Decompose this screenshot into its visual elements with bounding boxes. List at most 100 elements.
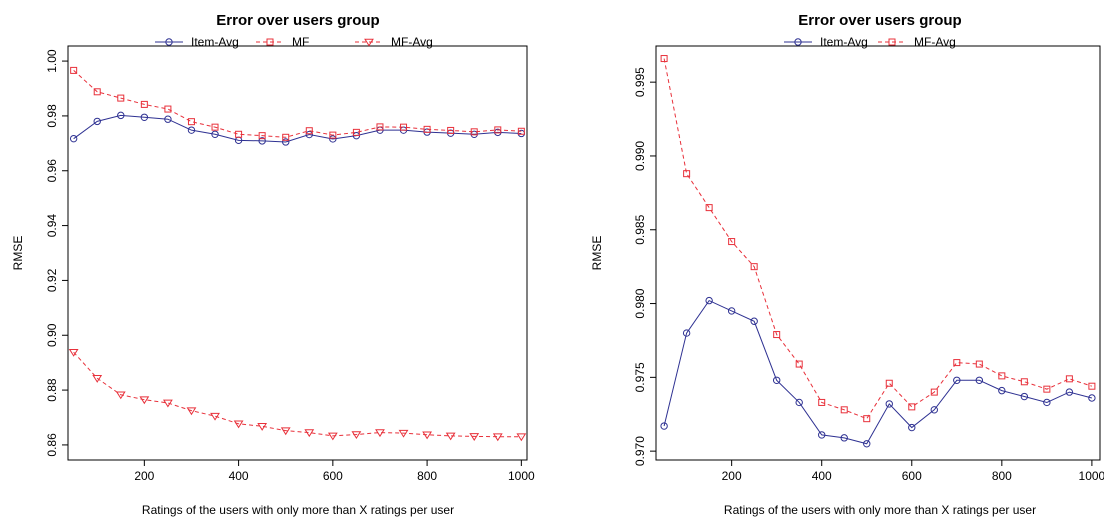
right-series-item-avg-point (705, 296, 713, 305)
left-series-mf-avg-point (280, 427, 291, 436)
right-series-item-avg-point (953, 376, 961, 384)
right-series-item-avg-point (660, 422, 668, 430)
left-legend-marker-mf-avg (364, 38, 374, 47)
right-series-mf-avg-point (930, 388, 938, 396)
right-series-item-avg-line (663, 299, 1093, 445)
left-series-item-avg-point (305, 130, 313, 139)
left-series-item-avg-point (329, 135, 337, 143)
left-y-axis-label: RMSE (11, 236, 25, 271)
right-legend-marker-mf-avg (888, 38, 896, 46)
right-y-tick-label: 0.985 (633, 214, 647, 244)
left-series-group (68, 66, 527, 442)
left-series-mf-point (211, 123, 219, 131)
right-axes: 200 400 600 800 1000 0.970 0.975 0.980 0.985 0.99… (633, 67, 1104, 483)
right-series-item-avg-point (795, 398, 803, 407)
left-series-mf-line (73, 70, 522, 138)
left-series-mf-avg-point (186, 407, 197, 416)
left-x-tick-label: 800 (417, 469, 437, 483)
right-series-mf-avg-point (750, 263, 758, 271)
right-series-mf-avg-point (1065, 375, 1073, 383)
left-series-mf-avg-point (445, 432, 456, 441)
left-series-mf-avg-point (139, 396, 150, 405)
left-y-tick-label: 0.90 (45, 323, 59, 347)
left-y-tick-label: 0.88 (45, 378, 59, 402)
left-series-mf-avg-point (257, 422, 268, 431)
left-legend-marker-item-avg (165, 38, 173, 46)
left-y-tick-label: 0.92 (45, 268, 59, 292)
right-series-item-avg-point (1065, 388, 1074, 396)
left-series-mf-point (258, 132, 266, 140)
left-series-mf-avg-point (210, 412, 220, 421)
right-series-item-avg-point (1088, 394, 1096, 402)
left-series-item-avg-line (73, 114, 522, 143)
right-legend-label-mf-avg: MF-Avg (914, 35, 956, 49)
right-series-mf-avg-point (1043, 385, 1051, 393)
right-series-mf-avg-point (840, 406, 848, 414)
left-x-tick-label: 600 (323, 469, 343, 483)
right-series-item-avg-point (750, 317, 758, 325)
left-series-mf-point (70, 66, 78, 74)
left-legend-label-mf-avg: MF-Avg (391, 35, 433, 49)
right-series-mf-avg-point (705, 204, 713, 212)
left-plot-frame (67, 45, 528, 461)
left-x-tick-label: 200 (134, 469, 154, 483)
left-series-mf-point (329, 131, 337, 139)
left-series-mf-avg-point (233, 420, 244, 429)
right-series-mf-avg-point (773, 331, 781, 339)
left-series-mf-avg-point (68, 348, 79, 357)
right-y-axis-label: RMSE (590, 236, 604, 271)
left-series-mf-point (352, 128, 360, 136)
left-series-item-avg-point (140, 113, 149, 121)
left-x-axis-label: Ratings of the users with only more than… (142, 503, 454, 517)
right-series-item-avg-point (727, 307, 736, 315)
right-series-mf-avg-point (908, 403, 916, 411)
right-series-item-avg-point (908, 423, 916, 432)
right-x-tick-label: 400 (812, 469, 832, 483)
left-series-item-avg-point (187, 126, 196, 134)
right-plot-frame (655, 45, 1101, 461)
right-legend-label-item-avg: Item-Avg (820, 35, 868, 49)
right-y-tick-label: 0.990 (633, 141, 647, 171)
left-series-item-avg-point (164, 115, 172, 123)
left-legend-label-item-avg: Item-Avg (191, 35, 239, 49)
right-series-mf-avg-point (1088, 382, 1096, 390)
right-series-mf-avg-point (975, 360, 983, 368)
right-series-item-avg-point (885, 400, 893, 408)
right-chart-title: Error over users group (798, 12, 961, 29)
right-y-tick-label: 0.970 (633, 436, 647, 466)
right-series-item-avg-point (998, 386, 1006, 395)
left-series-item-avg-point (117, 111, 125, 120)
left-series-mf-avg-point (327, 432, 338, 441)
left-series-mf-avg-point (492, 433, 503, 442)
left-series-mf-avg-point (304, 429, 315, 438)
left-series-mf-point (447, 126, 455, 134)
left-series-mf-avg-point (351, 431, 362, 440)
left-series-mf-point (376, 123, 384, 131)
right-legend-marker-item-avg (794, 38, 802, 46)
left-series-mf-point (400, 123, 408, 131)
right-x-tick-label: 1000 (1079, 469, 1104, 483)
right-series-item-avg-point (863, 440, 871, 448)
right-y-tick-label: 0.980 (633, 288, 647, 318)
left-series-item-avg-point (93, 117, 101, 126)
left-y-tick-label: 1.00 (45, 49, 59, 73)
right-y-tick-label: 0.995 (633, 67, 647, 97)
right-series-item-avg-point (682, 329, 691, 337)
left-series-mf-avg-point (469, 433, 480, 441)
left-series-mf-avg-point (163, 399, 173, 408)
right-series-mf-avg-point (728, 238, 736, 246)
right-series-item-avg-point (930, 406, 938, 414)
left-chart-panel: Error over users group Ratings of the us… (11, 12, 535, 517)
left-legend-label-mf: MF (292, 35, 309, 49)
left-legend: Item-Avg MF MF-Avg (155, 35, 433, 49)
left-series-item-avg-point (282, 138, 290, 146)
left-series-mf-avg-point (375, 429, 385, 438)
left-y-tick-label: 0.98 (45, 104, 59, 128)
left-series-mf-point (305, 127, 313, 135)
right-series-item-avg-point (772, 376, 781, 384)
right-x-tick-label: 600 (902, 469, 922, 483)
left-series-mf-point (140, 100, 148, 108)
right-series-mf-avg-point (795, 360, 803, 368)
